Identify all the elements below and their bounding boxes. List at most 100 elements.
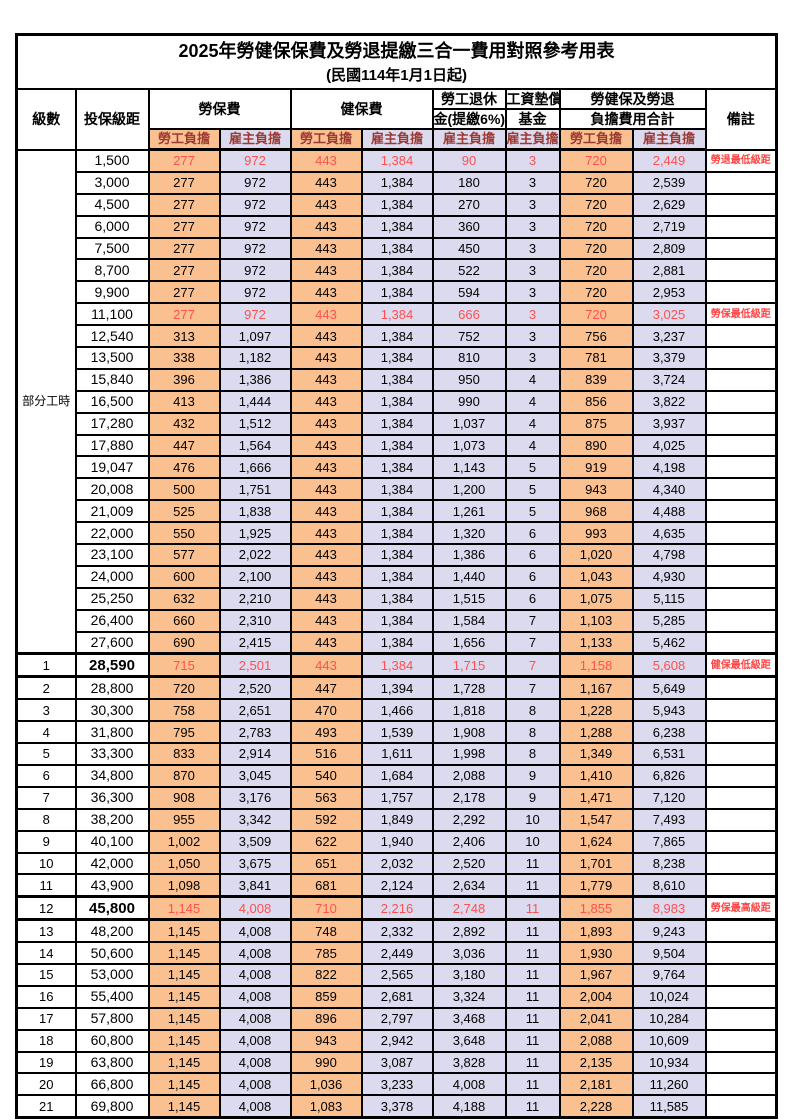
value-cell: 2,634 — [431, 873, 507, 898]
value-cell: 4,008 — [218, 1072, 292, 1097]
remark-cell — [704, 918, 778, 944]
value-cell: 443 — [289, 192, 363, 217]
remark-cell — [704, 367, 778, 392]
level-cell: 19 — [15, 1050, 77, 1075]
value-cell: 443 — [289, 324, 363, 349]
value-cell: 7 — [504, 652, 561, 679]
value-cell: 1,384 — [360, 630, 434, 656]
value-cell: 4,008 — [218, 1050, 292, 1075]
value-cell: 1,200 — [431, 477, 507, 502]
value-cell: 7 — [504, 675, 561, 701]
value-cell: 2,651 — [218, 698, 292, 723]
value-cell: 1,384 — [360, 586, 434, 611]
remark-cell — [704, 1006, 778, 1031]
value-cell: 2,210 — [218, 586, 292, 611]
value-cell: 3,509 — [218, 829, 292, 854]
value-cell: 2,135 — [558, 1050, 634, 1075]
page-subtitle: (民國114年1月1日起) — [326, 66, 467, 84]
level-cell: 17 — [15, 1006, 77, 1031]
table-row: 11,100 277 972 443 1,384 666 3 720 3,025 勞保最低級距 — [17, 302, 778, 327]
value-cell: 11 — [504, 984, 561, 1009]
value-cell: 6 — [504, 586, 561, 611]
table-row: 3,000 277 972 443 1,384 180 3 720 2,539 — [17, 170, 778, 195]
value-cell: 2,783 — [218, 720, 292, 745]
value-cell: 1,967 — [558, 962, 634, 987]
value-cell: 1,261 — [431, 499, 507, 524]
value-cell: 972 — [218, 302, 292, 327]
value-cell: 5,462 — [631, 630, 707, 656]
value-cell: 277 — [147, 236, 221, 261]
value-cell: 2,332 — [360, 918, 434, 944]
value-cell: 890 — [558, 433, 634, 458]
table-row: 7,500 277 972 443 1,384 450 3 720 2,809 — [17, 236, 778, 261]
value-cell: 1,384 — [360, 214, 434, 239]
value-cell: 90 — [431, 148, 507, 173]
value-cell: 9,243 — [631, 918, 707, 944]
value-cell: 919 — [558, 455, 634, 480]
header-bracket: 投保級距 — [74, 88, 150, 151]
value-cell: 1,020 — [558, 543, 634, 567]
value-cell: 632 — [147, 586, 221, 611]
value-cell: 396 — [147, 367, 221, 392]
value-cell: 2,178 — [431, 785, 507, 810]
value-cell: 1,684 — [360, 763, 434, 788]
value-cell: 11 — [504, 962, 561, 987]
value-cell: 3 — [504, 324, 561, 349]
value-cell: 493 — [289, 720, 363, 745]
value-cell: 443 — [289, 477, 363, 502]
value-cell: 3,379 — [631, 346, 707, 370]
value-cell: 1,167 — [558, 675, 634, 701]
value-cell: 500 — [147, 477, 221, 502]
value-cell: 4 — [504, 389, 561, 414]
value-cell: 756 — [558, 324, 634, 349]
subheader-wage-fund-employer: 雇主負擔 — [504, 128, 561, 151]
value-cell: 8,610 — [631, 873, 707, 898]
value-cell: 443 — [289, 521, 363, 546]
value-cell: 3 — [504, 148, 561, 173]
value-cell: 277 — [147, 280, 221, 305]
value-cell: 360 — [431, 214, 507, 239]
value-cell: 972 — [218, 280, 292, 305]
value-cell: 795 — [147, 720, 221, 745]
bracket-cell: 20,008 — [74, 477, 150, 502]
value-cell: 2,032 — [360, 851, 434, 876]
table-row: 13 48,200 1,145 4,008 748 2,332 2,892 11 1,893 9,… — [15, 918, 778, 944]
value-cell: 270 — [431, 192, 507, 217]
remark-cell — [704, 433, 778, 458]
value-cell: 1,466 — [360, 698, 434, 723]
value-cell: 7,865 — [631, 829, 707, 854]
value-cell: 8 — [504, 698, 561, 723]
bracket-cell: 60,800 — [74, 1028, 150, 1053]
value-cell: 3,724 — [631, 367, 707, 392]
value-cell: 8 — [504, 720, 561, 745]
value-cell: 908 — [147, 785, 221, 810]
value-cell: 2,942 — [360, 1028, 434, 1053]
value-cell: 2,539 — [631, 170, 707, 195]
value-cell: 2,449 — [360, 941, 434, 965]
value-cell: 3,648 — [431, 1028, 507, 1053]
value-cell: 3,025 — [631, 302, 707, 327]
value-cell: 720 — [558, 236, 634, 261]
value-cell: 1,440 — [431, 564, 507, 589]
level-cell: 20 — [15, 1072, 77, 1097]
value-cell: 7,493 — [631, 807, 707, 832]
part-time-merged-cell: 部分工時 — [15, 148, 77, 655]
value-cell: 11 — [504, 895, 561, 922]
value-cell: 277 — [147, 258, 221, 283]
value-cell: 577 — [147, 543, 221, 567]
value-cell: 1,715 — [431, 652, 507, 679]
value-cell: 443 — [289, 148, 363, 173]
value-cell: 1,940 — [360, 829, 434, 854]
value-cell: 720 — [558, 214, 634, 239]
header-total-line2: 負擔費用合計 — [558, 108, 707, 130]
value-cell: 1,145 — [147, 1006, 221, 1031]
bracket-cell: 22,000 — [74, 521, 150, 546]
value-cell: 2,088 — [431, 763, 507, 788]
value-cell: 277 — [147, 302, 221, 327]
value-cell: 2,892 — [431, 918, 507, 944]
value-cell: 1,050 — [147, 851, 221, 876]
value-cell: 2,041 — [558, 1006, 634, 1031]
value-cell: 10 — [504, 807, 561, 832]
value-cell: 1,384 — [360, 236, 434, 261]
value-cell: 2,629 — [631, 192, 707, 217]
